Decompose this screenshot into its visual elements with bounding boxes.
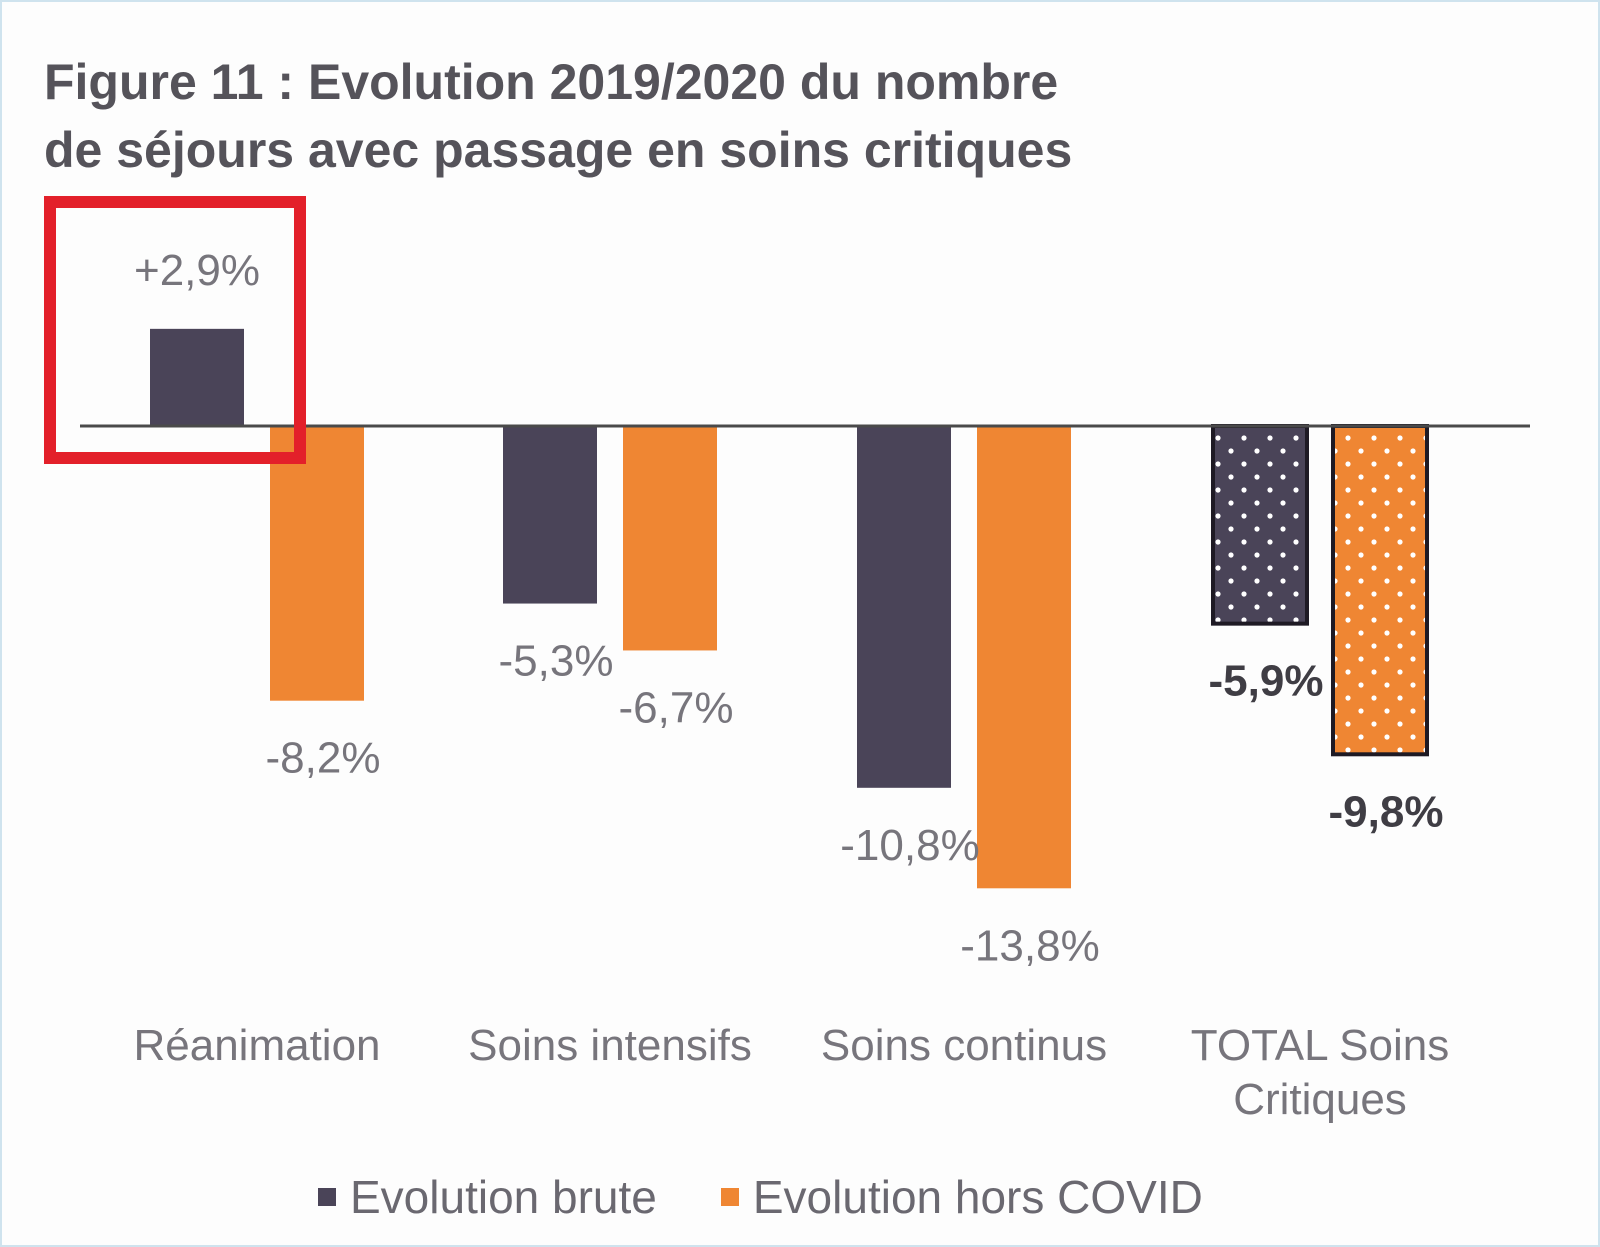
data-label-hors-covid-2: -13,8% [960,921,1099,970]
legend-swatch-brute [318,1188,336,1206]
legend-swatch-hors-covid [720,1188,739,1206]
data-label-brute-3: -5,9% [1209,657,1324,706]
bar-hors-covid-1 [623,426,717,651]
bar-hors-covid-0 [270,426,364,701]
bar-brute-1 [503,426,597,604]
bar-brute-2 [857,426,951,788]
legend: Evolution brute Evolution hors COVID [318,1170,1267,1224]
category-label-0: Réanimation [133,1021,380,1070]
legend-label-brute: Evolution brute [350,1171,657,1223]
category-label-3-line-2: Critiques [1233,1075,1407,1124]
data-label-brute-1: -5,3% [499,637,614,686]
chart-title-line-1: Figure 11 : Evolution 2019/2020 du nombr… [44,54,1059,110]
data-label-brute-0: +2,9% [134,246,260,295]
bar-brute-3 [1211,424,1309,626]
category-label-3: TOTAL Soins [1191,1021,1449,1070]
data-label-hors-covid-1: -6,7% [619,683,734,732]
bar-hors-covid-2 [977,426,1071,889]
legend-label-hors-covid: Evolution hors COVID [752,1171,1203,1223]
chart-title: Figure 11 : Evolution 2019/2020 du nombr… [44,48,1344,184]
data-label-hors-covid-0: -8,2% [266,734,381,783]
chart-title-line-2: de séjours avec passage en soins critiqu… [44,122,1073,178]
highlight-box [44,196,306,464]
bar-brute-0 [150,328,244,426]
category-label-1: Soins intensifs [468,1021,752,1070]
bar-hors-covid-3 [1331,424,1429,757]
category-label-2: Soins continus [821,1021,1107,1070]
data-label-brute-2: -10,8% [840,821,979,870]
legend-item-hors-covid: Evolution hors COVID [720,1170,1203,1224]
data-label-hors-covid-3: -9,8% [1329,787,1444,836]
legend-item-brute: Evolution brute [318,1170,657,1224]
